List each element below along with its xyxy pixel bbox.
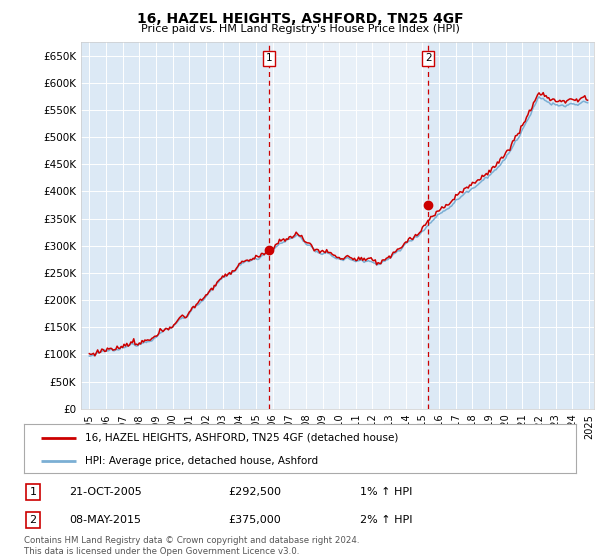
Text: £292,500: £292,500 <box>228 487 281 497</box>
Text: 2: 2 <box>29 515 37 525</box>
Text: HPI: Average price, detached house, Ashford: HPI: Average price, detached house, Ashf… <box>85 456 318 466</box>
Text: 16, HAZEL HEIGHTS, ASHFORD, TN25 4GF: 16, HAZEL HEIGHTS, ASHFORD, TN25 4GF <box>137 12 463 26</box>
Text: 08-MAY-2015: 08-MAY-2015 <box>69 515 141 525</box>
Text: 2% ↑ HPI: 2% ↑ HPI <box>360 515 413 525</box>
Text: 1: 1 <box>266 53 272 63</box>
Text: £375,000: £375,000 <box>228 515 281 525</box>
Text: 1% ↑ HPI: 1% ↑ HPI <box>360 487 412 497</box>
Bar <box>269 42 428 409</box>
Text: Contains HM Land Registry data © Crown copyright and database right 2024.
This d: Contains HM Land Registry data © Crown c… <box>24 536 359 556</box>
Text: 1: 1 <box>29 487 37 497</box>
Text: Price paid vs. HM Land Registry's House Price Index (HPI): Price paid vs. HM Land Registry's House … <box>140 24 460 34</box>
Text: 2: 2 <box>425 53 431 63</box>
Text: 21-OCT-2005: 21-OCT-2005 <box>69 487 142 497</box>
Text: 16, HAZEL HEIGHTS, ASHFORD, TN25 4GF (detached house): 16, HAZEL HEIGHTS, ASHFORD, TN25 4GF (de… <box>85 433 398 443</box>
